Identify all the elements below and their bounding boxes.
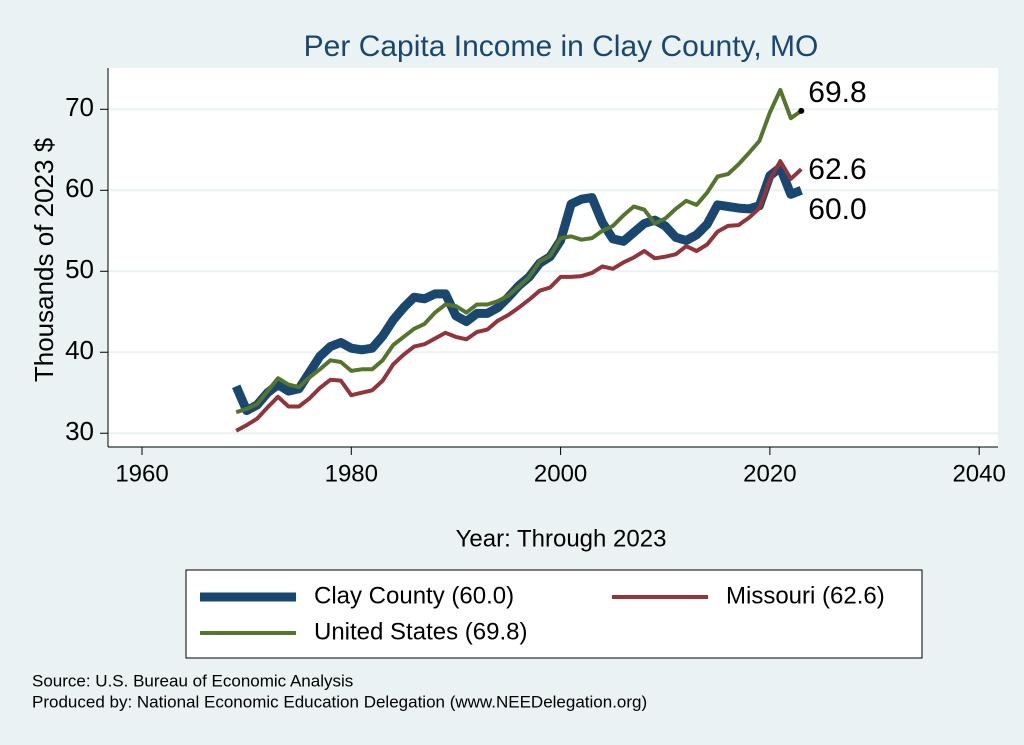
series-line [235, 159, 803, 433]
y-tick-label: 70 [65, 92, 94, 122]
legend-label: Clay County (60.0) [314, 582, 514, 609]
y-tick-label: 60 [65, 173, 94, 203]
x-tick-label: 2020 [743, 460, 796, 487]
series-line [235, 87, 803, 415]
y-tick-label: 50 [65, 254, 94, 284]
end-label: 69.8 [808, 76, 866, 109]
end-label: 62.6 [808, 153, 866, 186]
end-label: 60.0 [808, 193, 866, 226]
y-axis-title: Thousands of 2023 $ [29, 137, 59, 382]
y-tick-label: 30 [65, 416, 94, 446]
x-tick-label: 1960 [115, 460, 168, 487]
legend-label: United States (69.8) [314, 618, 527, 645]
y-tick-label: 40 [65, 335, 94, 365]
x-tick-label: 2000 [534, 460, 587, 487]
legend [185, 569, 923, 659]
x-tick-label: 1980 [325, 460, 378, 487]
legend-label: Missouri (62.6) [726, 582, 885, 609]
producer-note: Produced by: National Economic Education… [32, 692, 647, 711]
chart-title: Per Capita Income in Clay County, MO [304, 30, 819, 63]
x-axis-title: Year: Through 2023 [456, 525, 667, 552]
source-note: Source: U.S. Bureau of Economic Analysis [32, 671, 353, 690]
end-marker [798, 107, 805, 114]
x-tick-label: 2040 [952, 460, 1005, 487]
